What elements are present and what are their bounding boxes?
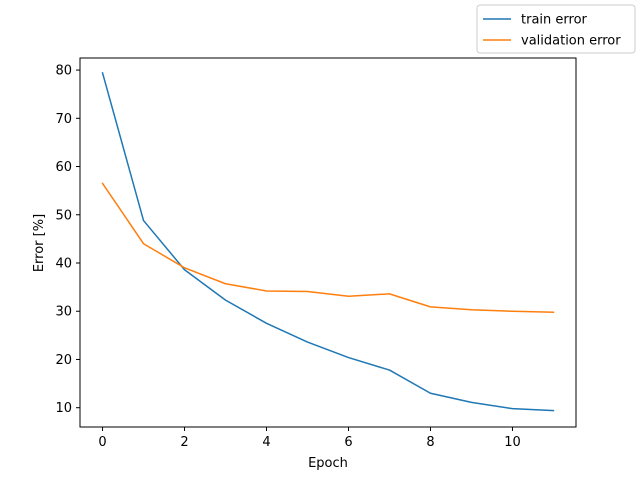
y-tick-label: 80 [55, 64, 72, 79]
legend-label-2: validation error [521, 34, 621, 49]
y-tick-label: 70 [55, 112, 72, 127]
plot-area [101, 72, 555, 412]
x-tick-label: 8 [426, 435, 434, 450]
x-tick-label: 6 [344, 435, 352, 450]
y-axis: 10 20 30 40 50 60 70 80 [55, 64, 80, 416]
series-line-1 [101, 72, 555, 412]
plot-frame [79, 57, 577, 428]
series-line-2 [101, 182, 555, 313]
y-tick-label: 30 [55, 305, 72, 320]
y-tick-label: 10 [55, 401, 72, 416]
legend-label-1: train error [521, 13, 588, 28]
x-tick-label: 0 [98, 435, 106, 450]
x-tick-label: 2 [180, 435, 188, 450]
x-tick-label: 10 [504, 435, 521, 450]
y-axis-label: Error [%] [32, 214, 47, 272]
x-axis: 0 2 4 6 8 10 [98, 427, 521, 450]
legend: train error validation error [476, 4, 636, 54]
x-tick-label: 4 [262, 435, 270, 450]
y-tick-label: 20 [55, 353, 72, 368]
x-axis-label: Epoch [308, 456, 348, 471]
y-tick-label: 40 [55, 257, 72, 272]
y-tick-label: 60 [55, 160, 72, 175]
legend-frame [476, 4, 636, 54]
y-tick-label: 50 [55, 208, 72, 223]
